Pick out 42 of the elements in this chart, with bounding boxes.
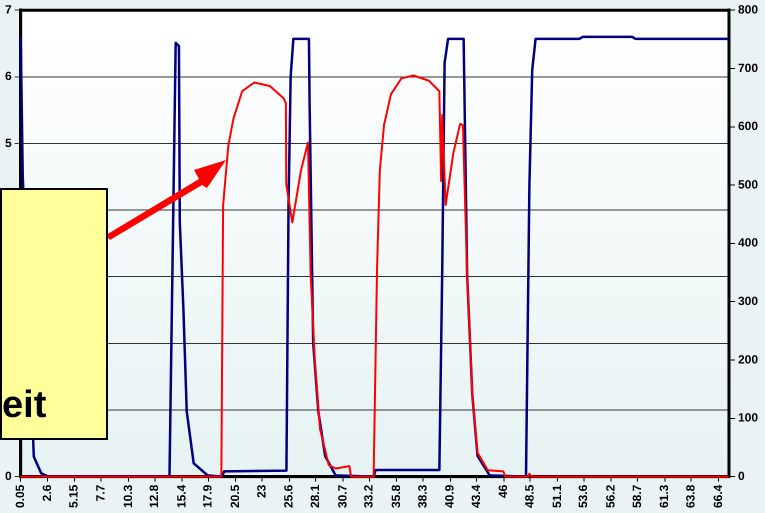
x-tick-label: 28.1	[308, 484, 322, 508]
x-tick-label: 30.7	[335, 484, 350, 508]
x-tick-label: 17.9	[200, 484, 215, 508]
annotation: eit	[2, 384, 46, 426]
y-tick-label: 5	[4, 136, 12, 150]
y2-tick-label: 400	[738, 236, 758, 250]
y2-tick-label: 200	[738, 352, 758, 366]
x-tick-label: 40.9	[442, 484, 457, 508]
y2-tick-label: 100	[738, 410, 758, 425]
x-tick-label: 61.3	[657, 484, 672, 508]
y2-tick-label: 0	[738, 468, 745, 483]
x-tick-label: 33.2	[362, 484, 376, 508]
x-tick-label: 23	[254, 484, 268, 498]
x-tick-label: 20.5	[228, 484, 242, 508]
y2-tick-label: 600	[738, 119, 758, 134]
x-tick-label: 7.7	[93, 484, 108, 502]
callout-box: eit	[0, 188, 108, 440]
y2-tick-label: 300	[738, 294, 758, 308]
x-tick-label: 48.5	[522, 484, 537, 508]
x-tick-label: 0.05	[12, 484, 27, 508]
x-tick-label: 2.6	[40, 484, 54, 502]
x-tick-label: 51.1	[550, 484, 564, 508]
x-tick-label: 63.8	[683, 484, 698, 508]
y2-tick-label: 700	[738, 60, 758, 75]
x-tick-label: 35.8	[388, 484, 403, 508]
x-tick-label: 66.4	[710, 484, 725, 508]
x-tick-label: 15.4	[174, 484, 188, 508]
x-tick-label: 56.2	[604, 484, 618, 508]
x-tick-label: 46	[496, 484, 510, 498]
x-tick-label: 38.3	[415, 484, 430, 508]
y-tick-label: 6	[4, 69, 12, 84]
x-tick-label: 53.6	[576, 484, 590, 508]
x-tick-label: 58.7	[630, 484, 644, 508]
x-tick-label: 10.3	[120, 484, 135, 508]
x-tick-label: 25.6	[282, 484, 296, 508]
y2-tick-label: 800	[738, 2, 758, 17]
x-tick-label: 12.8	[147, 484, 162, 508]
y2-tick-label: 500	[738, 177, 758, 192]
x-tick-label: 43.4	[468, 484, 483, 508]
x-tick-label: 5.15	[66, 484, 81, 508]
y-tick-label: 7	[4, 2, 12, 17]
y-tick-label: 0	[4, 468, 12, 483]
